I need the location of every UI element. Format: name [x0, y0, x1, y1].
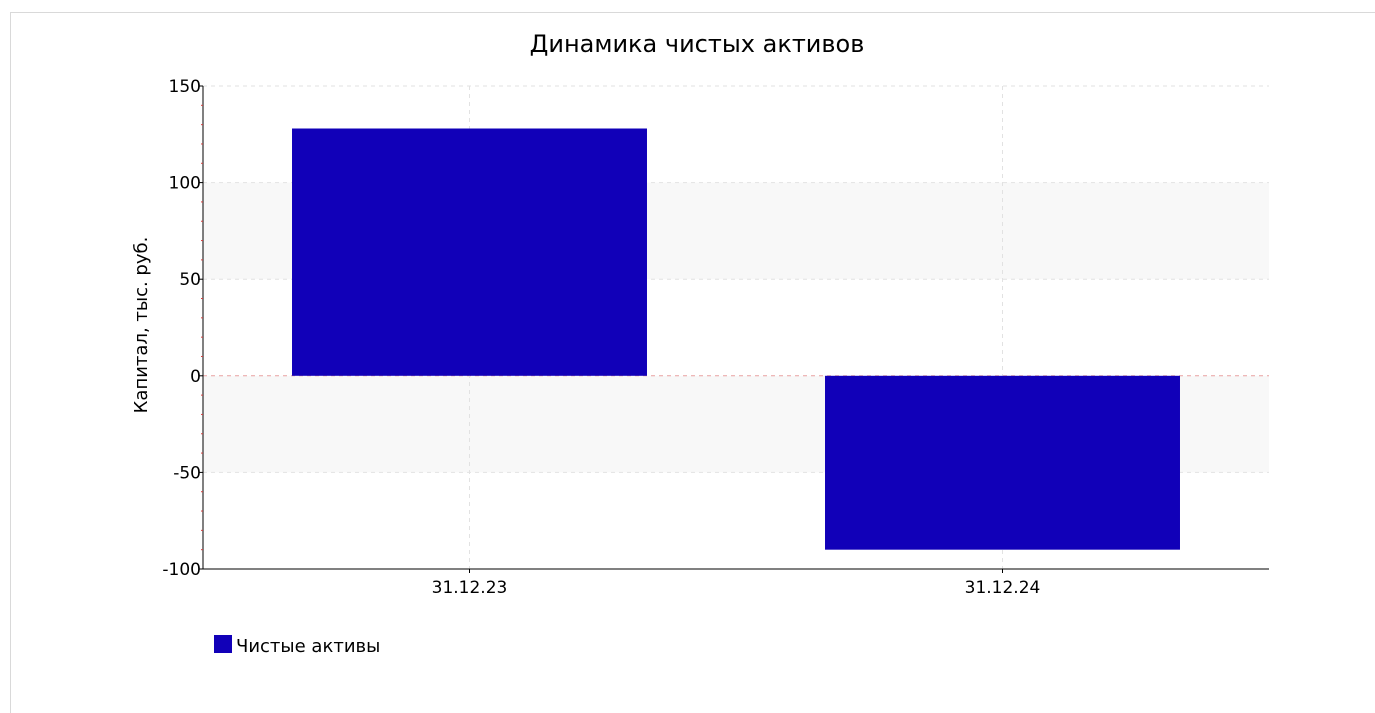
y-tick-label: 100	[169, 174, 201, 194]
y-tick-label: -50	[173, 463, 201, 483]
axes	[199, 85, 1269, 573]
bars	[292, 128, 1180, 550]
y-tick-label: -100	[162, 560, 201, 580]
y-tick-label: 0	[190, 367, 201, 387]
bar-31.12.23	[292, 128, 647, 376]
y-tick-label: 50	[179, 270, 201, 290]
x-tick-labels: 31.12.23 31.12.24	[432, 578, 1041, 598]
y-tick-label: 150	[169, 77, 201, 97]
y-tick-labels: -100 -50 0 50 100 150	[162, 77, 201, 580]
chart-frame	[10, 12, 1375, 713]
legend-label: Чистые активы	[236, 636, 380, 657]
chart-title: Динамика чистых активов	[530, 30, 865, 58]
bar-31.12.24	[825, 375, 1180, 550]
x-tick-label: 31.12.23	[432, 578, 508, 598]
y-axis-title: Капитал, тыс. руб.	[131, 237, 152, 414]
legend: Чистые активы	[214, 635, 380, 657]
x-tick-label: 31.12.24	[965, 578, 1041, 598]
legend-swatch	[214, 635, 232, 653]
